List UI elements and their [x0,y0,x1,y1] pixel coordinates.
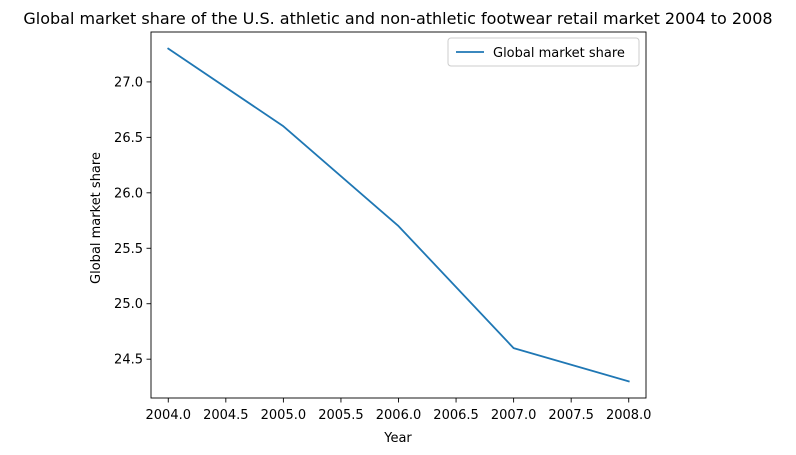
x-tick-label: 2006.5 [433,408,479,423]
y-tick-label: 26.5 [114,131,143,146]
x-tick-label: 2004.0 [146,408,192,423]
y-tick-label: 25.5 [114,242,143,257]
x-tick-label: 2004.5 [203,408,249,423]
chart-title: Global market share of the U.S. athletic… [23,9,772,28]
x-tick-label: 2005.0 [261,408,307,423]
plot-frame [150,31,647,399]
x-tick-label: 2007.5 [548,408,594,423]
x-tick-label: 2008.0 [606,408,652,423]
x-axis-ticks: 2004.0 2004.5 2005.0 2005.5 2006.0 2006.5 2007… [146,398,652,423]
y-axis-title: Global market share [89,152,104,284]
series-line [167,47,630,383]
y-tick-label: 26.0 [114,186,143,201]
legend-label: Global market share [493,46,625,61]
y-axis-ticks: 24.5 25.0 25.5 26.0 26.5 27.0 [114,75,151,368]
x-tick-label: 2005.5 [318,408,364,423]
legend-box [447,37,640,67]
legend: Global market share [447,37,640,67]
y-tick-label: 25.0 [114,297,143,312]
x-axis-title: Year [383,431,412,446]
y-tick-label: 27.0 [114,75,143,90]
series-layer [167,47,630,383]
x-tick-label: 2006.0 [376,408,422,423]
y-tick-label: 24.5 [114,353,143,368]
x-tick-label: 2007.0 [491,408,537,423]
